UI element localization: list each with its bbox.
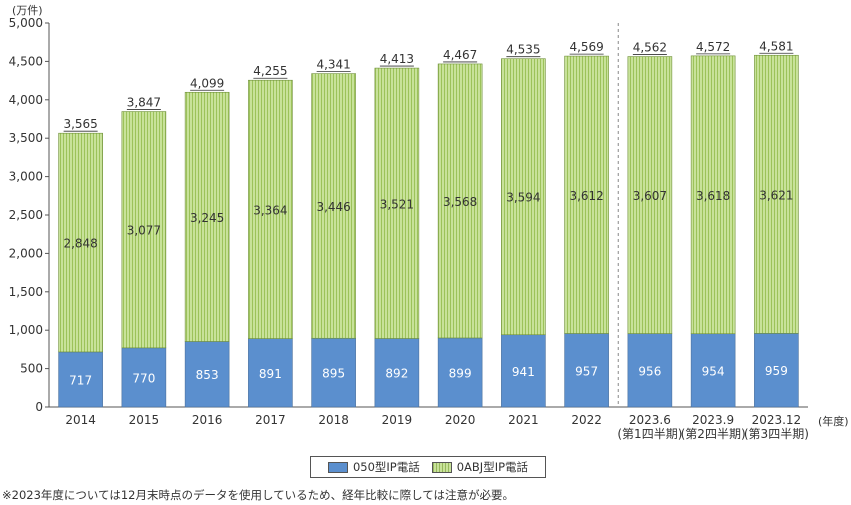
- value-label-050-2023.12: 959: [765, 364, 788, 378]
- bar-050-2019: [374, 338, 420, 408]
- x-tick-label-2018: 2018: [318, 413, 349, 427]
- value-label-0abj-2022: 3,612: [569, 189, 603, 203]
- bar-0abj-2023.6: [627, 56, 673, 334]
- y-tick-label: 1,500: [9, 285, 43, 299]
- value-label-0abj-2021: 3,594: [506, 191, 540, 205]
- x-tick-sublabel-2023.9: (第2四半期): [681, 427, 746, 441]
- bar-050-2022: [564, 333, 609, 408]
- y-tick-label: 1,000: [9, 323, 43, 337]
- x-tick-label-2023.6: 2023.6: [629, 413, 671, 427]
- x-unit-label: (年度): [818, 414, 849, 428]
- legend-item-050: 050型IP電話: [327, 459, 420, 475]
- value-label-0abj-2014: 2,848: [63, 237, 97, 251]
- value-label-0abj-2015: 3,077: [127, 224, 161, 238]
- total-label-2023.12: 4,581: [759, 39, 793, 53]
- bar-050-2017: [248, 338, 293, 408]
- value-label-0abj-2019: 3,521: [380, 197, 414, 211]
- value-label-0abj-2017: 3,364: [253, 203, 287, 217]
- total-label-2023.6: 4,562: [633, 41, 667, 55]
- footnote: ※2023年度については12月末時点のデータを使用しているため、経年比較に際して…: [2, 488, 515, 502]
- total-label-2015: 3,847: [127, 96, 161, 110]
- bar-0abj-2023.12: [754, 54, 799, 334]
- total-label-2022: 4,569: [569, 40, 603, 54]
- total-label-2017: 4,255: [253, 64, 287, 78]
- bar-0abj-2021: [501, 58, 546, 336]
- total-label-2016: 4,099: [190, 76, 224, 90]
- value-label-050-2023.6: 956: [638, 364, 661, 378]
- x-tick-label-2023.12: 2023.12: [752, 413, 802, 427]
- bar-0abj-2023.9: [690, 55, 736, 335]
- y-tick-label: 500: [20, 362, 43, 376]
- y-tick-label: 2,000: [9, 246, 43, 260]
- bar-0abj-2015: [121, 111, 167, 349]
- total-label-2014: 3,565: [63, 117, 97, 131]
- bar-050-2015: [121, 347, 167, 408]
- x-tick-label-2014: 2014: [65, 413, 96, 427]
- bar-050-2021: [501, 334, 546, 408]
- bar-050-2023.12: [754, 333, 799, 408]
- legend-label-0abj: 0ABJ型IP電話: [456, 460, 529, 474]
- legend: 050型IP電話 0ABJ型IP電話: [310, 456, 546, 478]
- value-label-0abj-2023.9: 3,618: [696, 189, 730, 203]
- bar-050-2023.6: [627, 333, 673, 408]
- bar-050-2014: [58, 351, 103, 408]
- bar-050-2018: [311, 337, 356, 408]
- y-tick-label: 3,500: [9, 131, 43, 145]
- bar-0abj-2022: [564, 55, 609, 334]
- total-label-2020: 4,467: [443, 48, 477, 62]
- x-tick-sublabel-2023.6: (第1四半期): [617, 427, 682, 441]
- x-tick-label-2016: 2016: [192, 413, 223, 427]
- bar-0abj-2014: [58, 132, 103, 353]
- bar-0abj-2019: [374, 67, 420, 339]
- x-tick-label-2019: 2019: [382, 413, 413, 427]
- y-unit-label: (万件): [12, 4, 43, 17]
- y-tick-label: 0: [35, 400, 43, 414]
- total-label-2018: 4,341: [316, 58, 350, 72]
- value-label-050-2020: 899: [449, 366, 472, 380]
- value-label-050-2014: 717: [69, 373, 92, 387]
- x-tick-label-2023.9: 2023.9: [692, 413, 734, 427]
- legend-label-050: 050型IP電話: [352, 460, 420, 474]
- value-label-050-2018: 895: [322, 367, 345, 381]
- bar-0abj-2018: [311, 73, 356, 339]
- value-label-050-2017: 891: [259, 367, 282, 381]
- total-label-2021: 4,535: [506, 43, 540, 57]
- x-tick-label-2020: 2020: [445, 413, 476, 427]
- y-tick-label: 5,000: [9, 16, 43, 30]
- value-label-050-2023.9: 954: [702, 364, 725, 378]
- legend-swatch-050: [327, 461, 348, 473]
- legend-item-0abj: 0ABJ型IP電話: [431, 459, 529, 475]
- y-tick-label: 2,500: [9, 208, 43, 222]
- value-label-0abj-2016: 3,245: [190, 211, 224, 225]
- value-label-050-2016: 853: [196, 368, 219, 382]
- value-label-050-2019: 892: [385, 367, 408, 381]
- value-label-050-2021: 941: [512, 365, 535, 379]
- bar-0abj-2020: [437, 63, 483, 339]
- value-label-0abj-2023.12: 3,621: [759, 188, 793, 202]
- legend-swatch-0abj: [431, 461, 452, 473]
- y-tick-label: 4,000: [9, 93, 43, 107]
- x-tick-label-2022: 2022: [571, 413, 602, 427]
- bar-0abj-2017: [248, 79, 293, 339]
- bar-050-2023.9: [690, 333, 736, 408]
- value-label-0abj-2023.6: 3,607: [633, 189, 667, 203]
- x-tick-label-2017: 2017: [255, 413, 286, 427]
- bar-0abj-2016: [184, 91, 230, 342]
- total-label-2023.9: 4,572: [696, 40, 730, 54]
- x-tick-label-2015: 2015: [129, 413, 160, 427]
- total-label-2019: 4,413: [380, 52, 414, 66]
- value-label-0abj-2018: 3,446: [316, 200, 350, 214]
- value-label-0abj-2020: 3,568: [443, 195, 477, 209]
- value-label-050-2015: 770: [132, 371, 155, 385]
- x-tick-sublabel-2023.12: (第3四半期): [744, 427, 809, 441]
- y-tick-label: 4,500: [9, 54, 43, 68]
- x-tick-label-2021: 2021: [508, 413, 539, 427]
- y-tick-label: 3,000: [9, 170, 43, 184]
- value-label-050-2022: 957: [575, 364, 598, 378]
